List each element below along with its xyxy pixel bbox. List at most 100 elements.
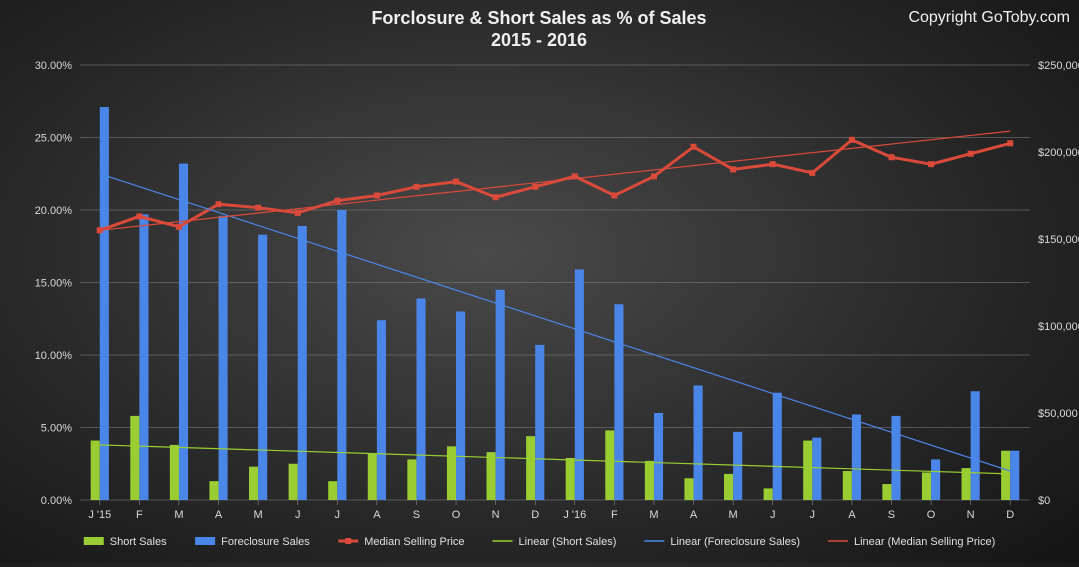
x-axis-label: J xyxy=(810,509,816,521)
bar xyxy=(922,472,931,500)
x-axis-label: F xyxy=(611,509,618,521)
left-axis-label: 20.00% xyxy=(35,205,73,217)
x-axis-label: J xyxy=(295,509,301,521)
bar xyxy=(377,320,386,500)
right-axis-label: $0 xyxy=(1038,495,1050,507)
bar xyxy=(614,304,623,500)
chart-svg: Forclosure & Short Sales as % of Sales 20… xyxy=(0,0,1079,562)
median-price-marker xyxy=(849,137,855,143)
left-axis-label: 10.00% xyxy=(35,350,73,362)
legend-item: Short Sales xyxy=(84,536,167,548)
x-axis-label: A xyxy=(690,509,698,521)
x-axis-label: F xyxy=(136,509,143,521)
bar xyxy=(882,484,891,500)
median-price-marker xyxy=(730,166,736,172)
median-price-marker xyxy=(493,194,499,200)
left-axis-label: 25.00% xyxy=(35,133,73,145)
left-axis-label: 0.00% xyxy=(41,495,72,507)
median-price-marker xyxy=(334,198,340,204)
bar xyxy=(843,471,852,500)
bar xyxy=(535,345,544,500)
median-price-marker xyxy=(413,184,419,190)
bar xyxy=(209,481,218,500)
bar xyxy=(100,107,109,500)
bar xyxy=(931,459,940,500)
bar xyxy=(812,438,821,500)
legend-item: Linear (Short Sales) xyxy=(493,536,617,548)
right-axis-label: $150,000 xyxy=(1038,234,1079,246)
x-axis-label: A xyxy=(848,509,856,521)
legend-label: Linear (Foreclosure Sales) xyxy=(670,536,800,548)
median-price-marker xyxy=(611,193,617,199)
right-axis-label: $50,000 xyxy=(1038,408,1078,420)
median-price-marker xyxy=(770,161,776,167)
bar xyxy=(170,445,179,500)
trendline xyxy=(100,445,1010,474)
legend-label: Median Selling Price xyxy=(364,536,464,548)
median-price-marker xyxy=(453,179,459,185)
bar xyxy=(219,216,228,500)
chart-title-line1: Forclosure & Short Sales as % of Sales xyxy=(371,8,706,28)
bar xyxy=(605,430,614,500)
bar xyxy=(91,441,100,500)
legend-item: Median Selling Price xyxy=(338,536,464,548)
bar xyxy=(645,461,654,500)
bar xyxy=(773,393,782,500)
x-axis-label: A xyxy=(215,509,223,521)
bar xyxy=(447,446,456,500)
bar xyxy=(130,416,139,500)
bar xyxy=(694,385,703,500)
bar xyxy=(566,458,575,500)
median-price-line xyxy=(100,140,1010,230)
x-axis-label: O xyxy=(927,509,936,521)
x-axis-label: M xyxy=(174,509,183,521)
x-axis-label: M xyxy=(649,509,658,521)
median-price-marker xyxy=(136,213,142,219)
bar xyxy=(891,416,900,500)
median-price-marker xyxy=(532,184,538,190)
x-axis-label: N xyxy=(492,509,500,521)
right-axis-label: $100,000 xyxy=(1038,321,1079,333)
x-axis-label: J '16 xyxy=(563,509,586,521)
median-price-marker xyxy=(888,154,894,160)
x-axis-label: M xyxy=(729,509,738,521)
legend-label: Short Sales xyxy=(110,536,167,548)
bar xyxy=(971,391,980,500)
bar xyxy=(328,481,337,500)
bar xyxy=(368,454,377,500)
bar xyxy=(654,413,663,500)
x-axis-label: D xyxy=(531,509,539,521)
x-axis-label: J xyxy=(770,509,776,521)
legend-item: Linear (Median Selling Price) xyxy=(828,536,995,548)
x-axis-label: M xyxy=(254,509,263,521)
median-price-marker xyxy=(176,224,182,230)
bar xyxy=(575,269,584,500)
left-axis-label: 15.00% xyxy=(35,278,73,290)
median-price-marker xyxy=(295,210,301,216)
median-price-marker xyxy=(374,193,380,199)
bar xyxy=(724,474,733,500)
bar xyxy=(1010,451,1019,500)
copyright-text: Copyright GoToby.com xyxy=(908,9,1070,26)
legend-label: Linear (Median Selling Price) xyxy=(854,536,995,548)
left-axis-label: 30.00% xyxy=(35,60,73,72)
x-axis-label: S xyxy=(413,509,420,521)
right-axis-label: $200,000 xyxy=(1038,147,1079,159)
right-axis-label: $250,000 xyxy=(1038,60,1079,72)
median-price-marker xyxy=(968,151,974,157)
x-axis-label: N xyxy=(967,509,975,521)
x-axis-label: J xyxy=(335,509,341,521)
legend-item: Foreclosure Sales xyxy=(195,536,310,548)
legend-label: Foreclosure Sales xyxy=(221,536,310,548)
bar xyxy=(684,478,693,500)
median-price-marker xyxy=(691,144,697,150)
bar xyxy=(249,467,258,500)
bar xyxy=(487,452,496,500)
bar xyxy=(526,436,535,500)
median-price-marker xyxy=(651,173,657,179)
bar xyxy=(803,441,812,500)
bar xyxy=(179,164,188,500)
bar xyxy=(764,488,773,500)
bar xyxy=(407,459,416,500)
median-price-marker xyxy=(1007,140,1013,146)
